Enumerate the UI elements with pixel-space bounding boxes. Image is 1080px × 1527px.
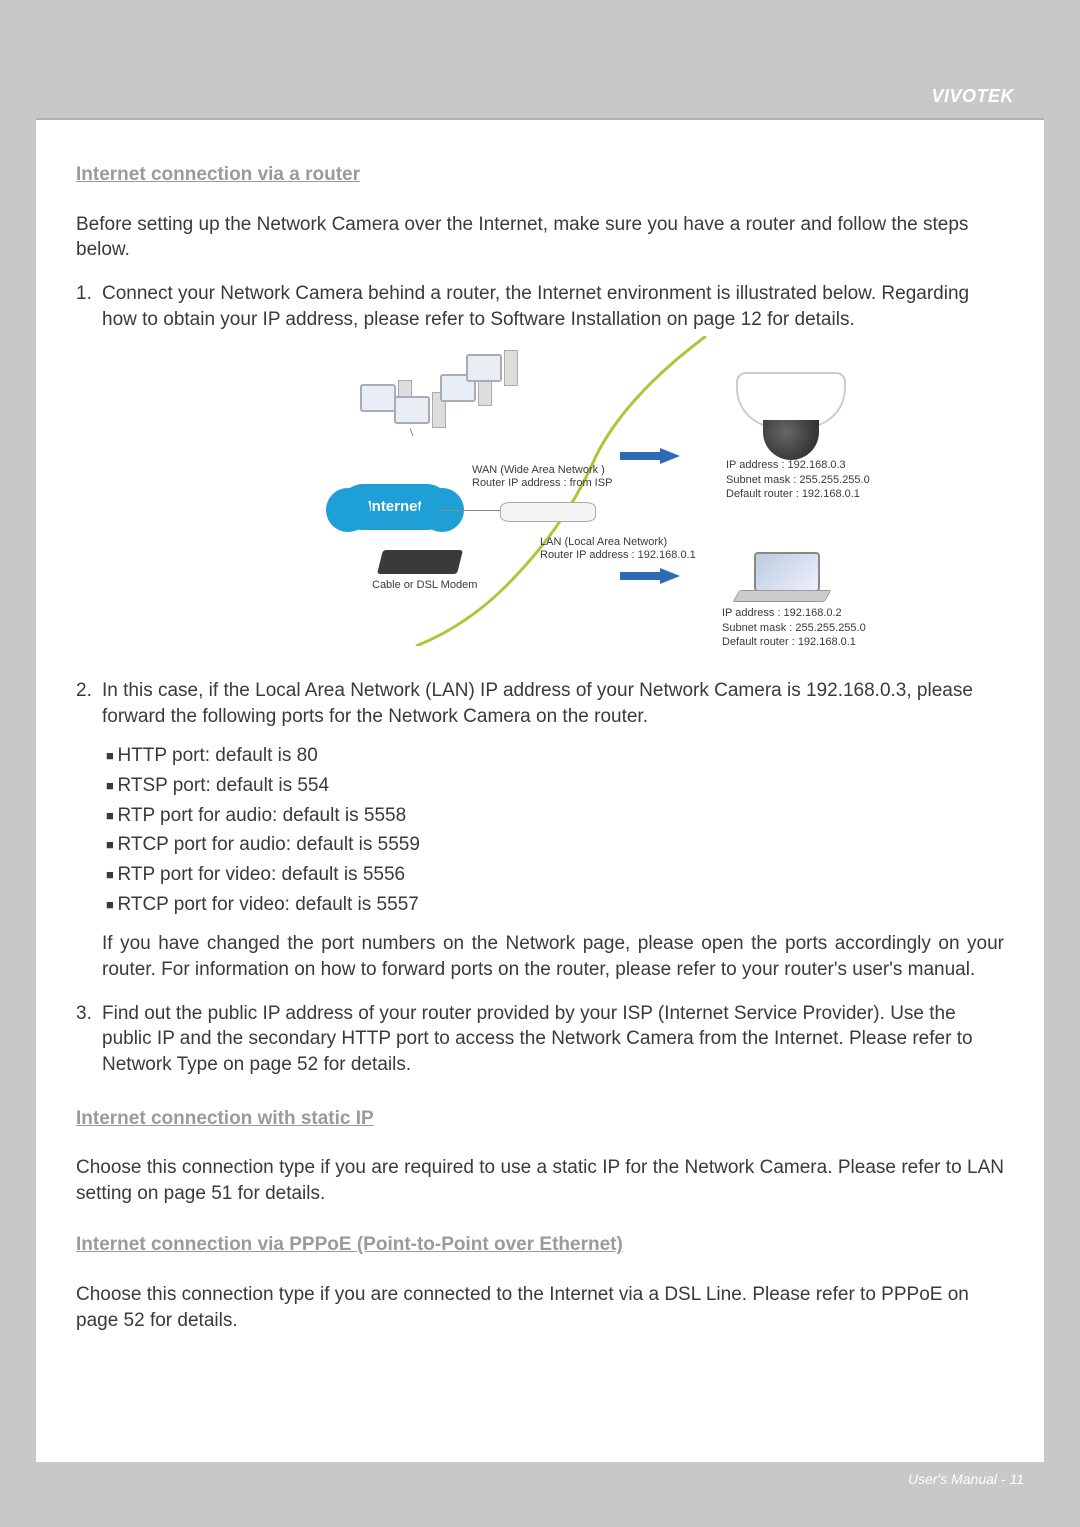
list-item: HTTP port: default is 80 bbox=[106, 743, 1004, 769]
step-2: 2. In this case, if the Local Area Netwo… bbox=[76, 678, 1004, 729]
section-heading: Internet connection via a router bbox=[76, 162, 1004, 188]
modem-icon bbox=[377, 550, 463, 574]
section-body: Choose this connection type if you are r… bbox=[76, 1155, 1004, 1206]
document-page: VIVOTEK Internet connection via a router… bbox=[36, 36, 1044, 1496]
list-item: RTCP port for audio: default is 5559 bbox=[106, 832, 1004, 858]
camera-icon bbox=[736, 372, 846, 452]
laptop-ip-info: IP address : 192.168.0.2 Subnet mask : 2… bbox=[722, 606, 866, 649]
footer-text: User's Manual - 11 bbox=[908, 1471, 1024, 1487]
laptop-icon bbox=[736, 552, 836, 602]
step-3: 3. Find out the public IP address of you… bbox=[76, 1001, 1004, 1078]
wan-label: WAN (Wide Area Network ) Router IP addre… bbox=[472, 464, 612, 490]
arrow-icon bbox=[620, 446, 680, 462]
ports-note: If you have changed the port numbers on … bbox=[102, 931, 1004, 982]
modem-label: Cable or DSL Modem bbox=[372, 578, 477, 593]
section-heading: Internet connection with static IP bbox=[76, 1106, 1004, 1132]
camera-ip-info: IP address : 192.168.0.3 Subnet mask : 2… bbox=[726, 458, 870, 501]
network-diagram: Internet WAN (Wide Area Network ) Router… bbox=[180, 344, 900, 654]
lan-label: LAN (Local Area Network) Router IP addre… bbox=[540, 536, 696, 562]
step-text: Connect your Network Camera behind a rou… bbox=[102, 281, 1004, 332]
ports-list: HTTP port: default is 80 RTSP port: defa… bbox=[106, 743, 1004, 917]
router-icon bbox=[500, 502, 596, 522]
intro-paragraph: Before setting up the Network Camera ove… bbox=[76, 212, 1004, 263]
step-number: 2. bbox=[76, 678, 102, 729]
page-content: Internet connection via a router Before … bbox=[36, 120, 1044, 1381]
pc-group-icon bbox=[350, 354, 550, 444]
page-header: VIVOTEK bbox=[36, 36, 1044, 120]
step-text: In this case, if the Local Area Network … bbox=[102, 678, 1004, 729]
connector-line bbox=[438, 510, 500, 511]
list-item: RTP port for audio: default is 5558 bbox=[106, 803, 1004, 829]
brand-label: VIVOTEK bbox=[931, 86, 1014, 107]
step-number: 1. bbox=[76, 281, 102, 332]
page-footer: User's Manual - 11 bbox=[36, 1462, 1044, 1496]
internet-cloud-icon: Internet bbox=[340, 484, 450, 530]
list-item: RTCP port for video: default is 5557 bbox=[106, 892, 1004, 918]
step-text: Find out the public IP address of your r… bbox=[102, 1001, 1004, 1078]
step-1: 1. Connect your Network Camera behind a … bbox=[76, 281, 1004, 332]
step-number: 3. bbox=[76, 1001, 102, 1078]
arrow-icon bbox=[620, 566, 680, 582]
section-heading: Internet connection via PPPoE (Point-to-… bbox=[76, 1232, 1004, 1258]
list-item: RTSP port: default is 554 bbox=[106, 773, 1004, 799]
list-item: RTP port for video: default is 5556 bbox=[106, 862, 1004, 888]
section-body: Choose this connection type if you are c… bbox=[76, 1282, 1004, 1333]
internet-label: Internet bbox=[367, 498, 422, 515]
